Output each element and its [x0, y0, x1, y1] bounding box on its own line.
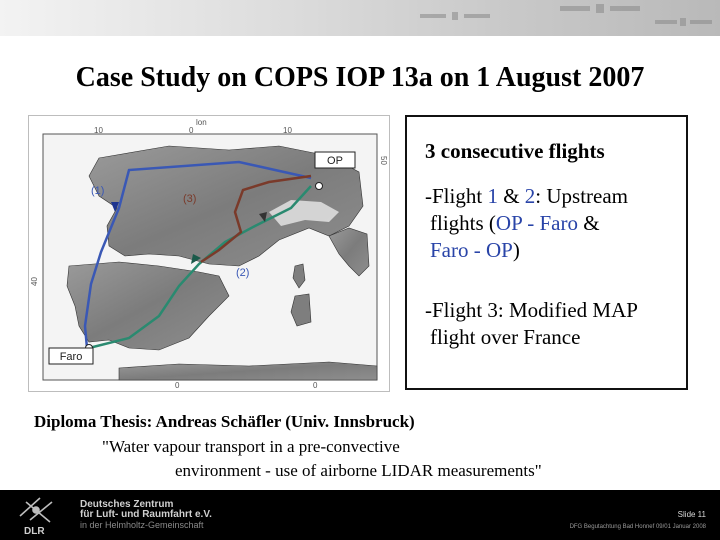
- flight-1-2-line2: flights (OP - Faro &: [430, 210, 600, 237]
- coord-left: 40: [30, 277, 39, 286]
- logo-line2: für Luft- und Raumfahrt e.V.: [80, 509, 212, 520]
- land-france: [88, 145, 364, 267]
- flight-1-2-line3: Faro - OP): [430, 237, 520, 264]
- header-banner: [0, 0, 720, 36]
- dlr-logo-text: Deutsches Zentrum für Luft- und Raumfahr…: [80, 499, 212, 531]
- flight-2-track: [88, 185, 312, 350]
- text: -Flight: [425, 184, 488, 208]
- flight-map: 10 0 10 lon 50 40 0 0 OP Faro (1) (2) (3…: [28, 115, 390, 392]
- coord-right: 50: [379, 156, 388, 165]
- flight-2-arrow: [191, 254, 201, 264]
- land-africa: [118, 361, 378, 381]
- flight-number-1: 1: [487, 184, 498, 208]
- flight-1-label: (1): [91, 185, 104, 197]
- op-label-box: [314, 151, 356, 169]
- flight-3-arrow: [259, 212, 267, 222]
- text: &: [497, 184, 525, 208]
- footer-note: DFG Begutachtung Bad Honnef 09/01 Januar…: [569, 524, 706, 530]
- text: ): [512, 238, 520, 262]
- thesis-title-line2: environment - use of airborne LIDAR meas…: [175, 461, 542, 480]
- slide-title: Case Study on COPS IOP 13a on 1 August 2…: [75, 62, 645, 93]
- coord-top-1: 10: [94, 126, 103, 135]
- logo-line1: Deutsches Zentrum: [80, 499, 174, 510]
- flight-3-line2: flight over France: [430, 325, 581, 349]
- land-sardinia: [290, 293, 312, 327]
- dash-text: -: [522, 211, 540, 235]
- alps-relief: [269, 200, 339, 226]
- text: flights (: [430, 211, 496, 235]
- flight-3-line1: -Flight 3: Modified MAP: [425, 298, 638, 322]
- text: &: [578, 211, 600, 235]
- flight-3-track: [200, 174, 312, 264]
- flight-1-track: [83, 160, 312, 349]
- dlr-logo-icon: DLR: [19, 497, 53, 537]
- flight-number-2: 2: [524, 184, 536, 208]
- coord-lon-label: lon: [196, 118, 207, 127]
- faro-text: Faro: [430, 238, 469, 262]
- faro-label: Faro: [60, 351, 83, 363]
- text: : Upstream: [535, 184, 629, 208]
- footer-bar: DLR Deutsches Zentrum für Luft- und Raum…: [0, 490, 720, 540]
- op-text: OP: [495, 211, 522, 235]
- coord-top-2: 0: [189, 126, 194, 135]
- faro-text: Faro: [539, 211, 579, 235]
- info-heading: 3 consecutive flights: [425, 139, 605, 163]
- land-italy: [328, 227, 370, 277]
- coord-bottom-2: 0: [313, 381, 318, 390]
- coord-top-3: 10: [283, 126, 292, 135]
- slide-number: Slide 11: [677, 510, 706, 519]
- dash-text: -: [468, 238, 486, 262]
- faro-label-box: [48, 347, 94, 365]
- land-corsica: [292, 263, 306, 289]
- thesis-author: Diploma Thesis: Andreas Schäfler (Univ. …: [34, 412, 415, 431]
- op-text: OP: [486, 238, 513, 262]
- thesis-title-line1: "Water vapour transport in a pre-convect…: [102, 437, 400, 456]
- flight-1-2-line1: -Flight 1 & 2: Upstream: [425, 183, 628, 210]
- flight-3-label: (3): [183, 193, 196, 205]
- logo-abbr: DLR: [24, 526, 45, 537]
- satellite-decoration: [420, 4, 712, 26]
- op-location-marker: [315, 182, 323, 190]
- logo-line3: in der Helmholtz-Gemeinschaft: [80, 520, 204, 530]
- flight-2-label: (2): [236, 267, 249, 279]
- land-iberia: [66, 261, 230, 351]
- op-label: OP: [327, 155, 343, 167]
- coord-bottom-1: 0: [175, 381, 180, 390]
- flights-info-box: 3 consecutive flights -Flight 1 & 2: Ups…: [405, 115, 688, 390]
- flight-1-arrow: [111, 202, 119, 212]
